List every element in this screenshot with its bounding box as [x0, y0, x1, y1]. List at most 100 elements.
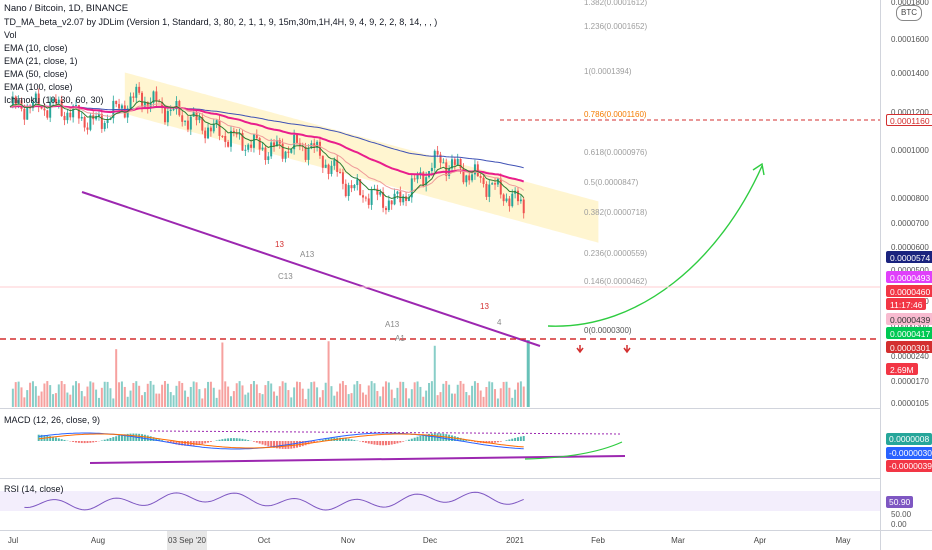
volume-bar — [270, 383, 273, 407]
candle-body — [23, 108, 26, 120]
volume-bar — [362, 392, 365, 407]
rsi-tick-label: 50.00 — [891, 510, 912, 519]
fib-level-label: 1(0.0001394) — [584, 67, 632, 76]
volume-bar — [184, 390, 187, 407]
indicator-ema21[interactable]: EMA (21, close, 1) — [4, 56, 78, 66]
indicator-vol[interactable]: Vol — [4, 30, 17, 40]
macd-histogram-bar — [491, 441, 494, 444]
volume-bar — [318, 397, 321, 407]
volume-bar — [232, 391, 235, 407]
candle-body — [241, 132, 244, 151]
macd-histogram-bar — [321, 439, 324, 441]
indicator-ema50[interactable]: EMA (50, close) — [4, 69, 68, 79]
macd-histogram-bar — [63, 439, 66, 441]
volume-bar — [120, 381, 123, 407]
volume-bar — [215, 397, 218, 407]
candle-body — [479, 176, 482, 178]
volume-bar — [75, 381, 78, 407]
candle-body — [186, 120, 189, 130]
volume-bar — [92, 382, 95, 407]
candle-body — [100, 113, 103, 129]
volume-bar — [80, 391, 83, 407]
candle-body — [97, 113, 100, 116]
volume-bar — [106, 381, 109, 407]
candle-body — [235, 132, 238, 135]
macd-title[interactable]: MACD (12, 26, close, 9) — [4, 415, 101, 425]
candle-body — [77, 105, 80, 119]
macd-histogram-bar — [425, 434, 428, 441]
indicator-ichimoku[interactable]: Ichimoku (10, 30, 60, 30) — [4, 95, 104, 105]
rsi-title[interactable]: RSI (14, close) — [4, 484, 64, 494]
macd-histogram-bar — [247, 440, 250, 441]
macd-histogram-bar — [267, 441, 270, 447]
macd-histogram-bar — [422, 435, 425, 441]
candle-body — [379, 191, 382, 195]
macd-histogram-bar — [143, 434, 146, 441]
candle-body — [519, 199, 522, 202]
fib-level-label: 0.236(0.0000559) — [584, 249, 648, 258]
volume-bar — [103, 381, 106, 407]
volume-bar — [72, 385, 75, 407]
volume-bar — [353, 384, 356, 407]
candle-body — [453, 159, 456, 165]
macd-histogram-bar — [494, 441, 497, 443]
candle-body — [135, 86, 138, 98]
candle-body — [384, 207, 387, 211]
volume-bar — [376, 391, 379, 407]
indicator-ema100[interactable]: EMA (100, close) — [4, 82, 73, 92]
macd-histogram-bar — [416, 436, 419, 441]
currency-button[interactable]: BTC — [896, 5, 922, 21]
volume-bar — [69, 394, 72, 407]
candle-body — [485, 183, 488, 197]
indicator-td-ma[interactable]: TD_MA_beta_v2.07 by JDLim (Version 1, St… — [4, 17, 438, 27]
volume-bar — [227, 386, 230, 407]
macd-histogram-bar — [198, 441, 201, 445]
macd-support-trendline — [89, 455, 626, 464]
volume-bar — [359, 384, 362, 407]
candle-body — [284, 151, 287, 159]
candle-body — [52, 98, 55, 102]
volume-bar — [333, 395, 336, 407]
candle-body — [49, 101, 52, 118]
candle-body — [54, 98, 57, 104]
macd-histogram-bar — [459, 437, 462, 441]
candle-body — [46, 110, 49, 118]
price-tick-label: 0.0000500 — [891, 266, 929, 275]
volume-bar — [252, 381, 255, 407]
volume-bar — [339, 383, 342, 407]
macd-histogram-bar — [207, 441, 210, 443]
candle-body — [138, 86, 141, 93]
price-tick-label: 0.0001400 — [891, 69, 929, 78]
candle-body — [330, 165, 333, 174]
volume-bar — [396, 387, 399, 407]
indicator-ema10[interactable]: EMA (10, close) — [4, 43, 68, 53]
time-axis-label: Apr — [753, 536, 767, 545]
candle-body — [465, 175, 468, 183]
candle-body — [471, 174, 474, 181]
macd-histogram-bar — [209, 441, 212, 442]
price-badge: 0.0000574 — [886, 251, 932, 263]
volume-bar — [247, 392, 250, 407]
candle-body — [184, 120, 187, 122]
price-badge: 11:17:46 — [886, 298, 927, 310]
volume-bar — [138, 385, 141, 407]
macd-histogram-bar — [204, 441, 207, 444]
price-tick-label: 0.0001200 — [891, 108, 929, 117]
candle-body — [261, 147, 264, 150]
volume-bar — [442, 383, 445, 407]
macd-histogram-bar — [123, 434, 126, 441]
candle-body — [103, 122, 106, 129]
volume-bar — [26, 390, 29, 407]
projection-arrow — [547, 165, 763, 327]
candle-body — [488, 184, 491, 197]
volume-bar — [224, 381, 227, 407]
macd-histogram-bar — [49, 436, 52, 441]
macd-histogram-bar — [508, 439, 511, 441]
macd-histogram-bar — [184, 441, 187, 446]
macd-histogram-bar — [505, 440, 508, 441]
candle-body — [106, 119, 109, 123]
volume-bar — [258, 393, 261, 407]
volume-bar — [364, 394, 367, 407]
macd-histogram-bar — [310, 441, 313, 444]
